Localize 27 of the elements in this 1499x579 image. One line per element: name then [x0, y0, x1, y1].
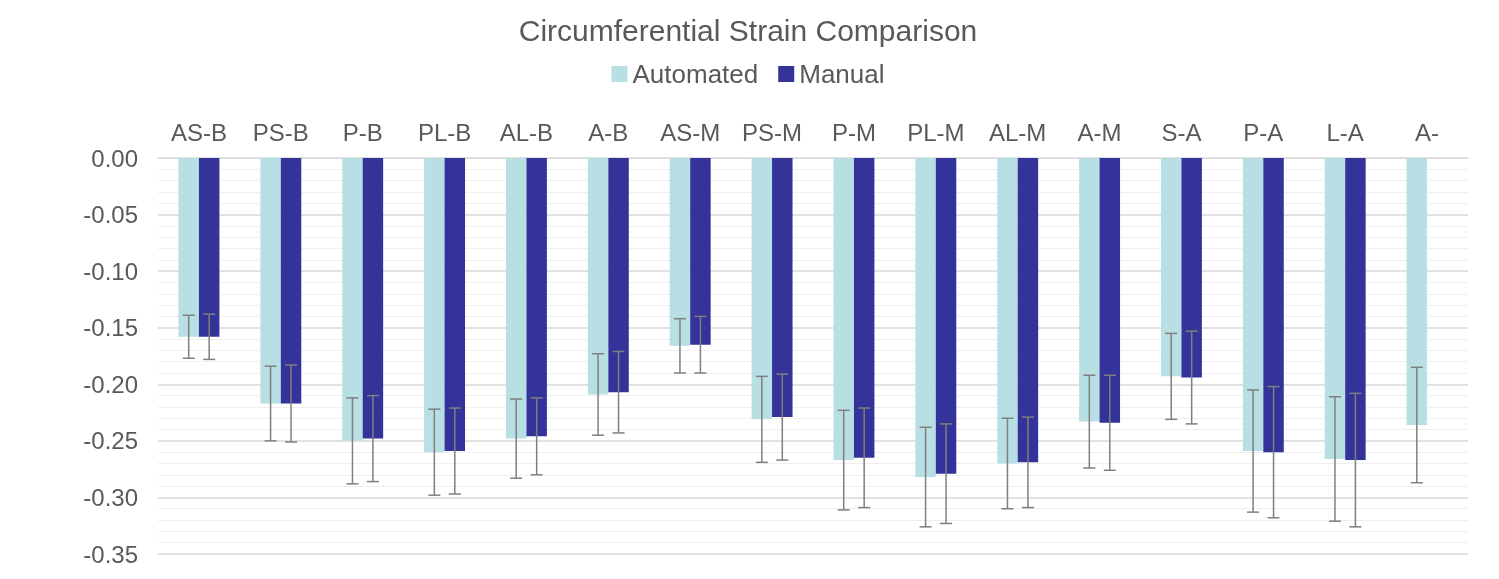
legend-label: Manual [799, 59, 885, 89]
x-tick-label: PS-M [742, 118, 803, 146]
y-tick-label: -0.25 [83, 427, 138, 455]
x-tick-label: P-A [1243, 118, 1284, 146]
x-tick-label: AS-B [170, 118, 227, 146]
chart-title: Circumferential Strain Comparison [518, 13, 978, 47]
x-tick-label: PL-B [417, 118, 472, 146]
x-tick-label: A-M [1077, 118, 1122, 146]
y-tick-label: -0.35 [83, 540, 138, 568]
y-tick-label: -0.10 [83, 257, 138, 285]
y-tick-label: -0.30 [83, 483, 138, 511]
x-tick-label: A- [1415, 118, 1440, 146]
y-tick-label: 0.00 [91, 144, 138, 172]
x-tick-label: S-A [1161, 118, 1202, 146]
x-tick-label: P-M [831, 118, 876, 146]
x-tick-label: AS-M [660, 118, 721, 146]
legend-label: Automated [632, 59, 759, 89]
x-tick-label: L-A [1326, 118, 1364, 146]
y-tick-label: -0.05 [83, 201, 138, 229]
x-tick-label: P-B [342, 118, 383, 146]
x-tick-label: PS-B [252, 118, 309, 146]
x-tick-label: A-B [588, 118, 629, 146]
x-tick-label: AL-M [989, 118, 1047, 146]
x-tick-label: AL-B [499, 118, 554, 146]
y-tick-label: -0.15 [83, 314, 138, 342]
y-tick-label: -0.20 [83, 370, 138, 398]
x-tick-label: PL-M [907, 118, 965, 146]
